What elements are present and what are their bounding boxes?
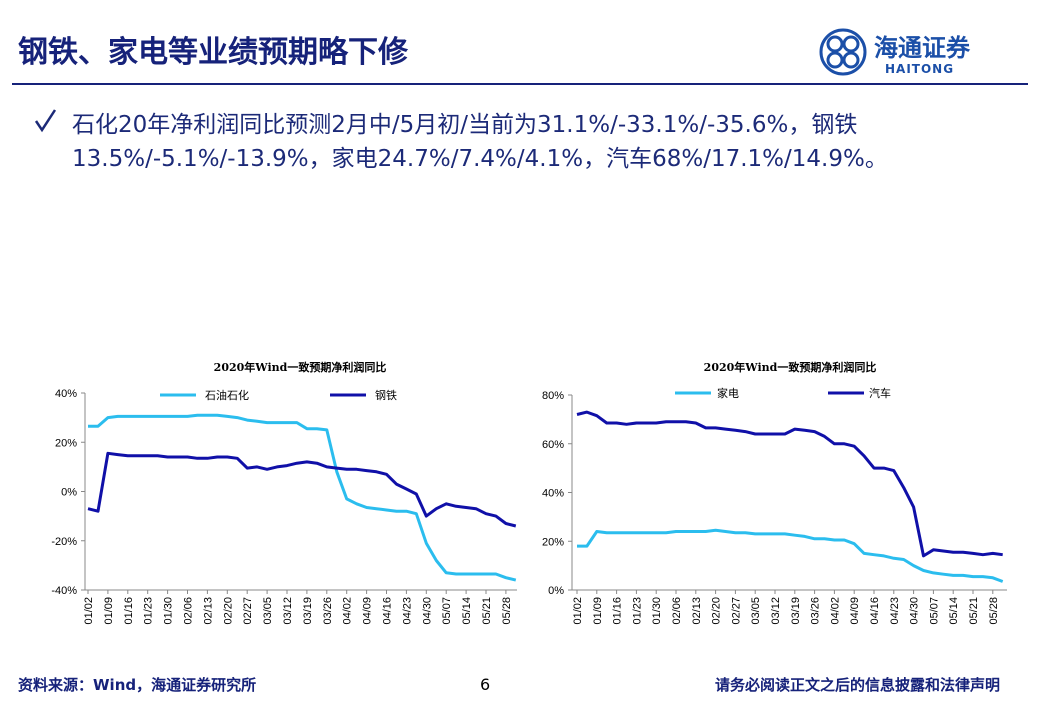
x-tick-label: 05/21: [481, 597, 493, 625]
legend-label: 钢铁: [375, 389, 397, 402]
x-tick-label: 04/02: [829, 597, 841, 625]
x-tick-label: 01/09: [592, 597, 604, 625]
x-tick-label: 02/13: [691, 597, 703, 625]
x-tick-label: 04/16: [869, 597, 881, 625]
x-tick-label: 05/28: [501, 597, 513, 625]
legend-label: 汽车: [869, 386, 891, 400]
y-tick-label: 0%: [548, 585, 564, 597]
logo-ring: [826, 35, 844, 53]
x-tick-label: 02/06: [671, 597, 683, 625]
slide-title: 钢铁、家电等业绩预期略下修: [18, 35, 409, 70]
legend-label: 石油石化: [205, 388, 249, 402]
disclaimer: 请务必阅读正文之后的信息披露和法律声明: [715, 676, 1000, 694]
x-tick-label: 04/09: [849, 597, 861, 625]
logo-ring: [826, 51, 844, 69]
x-tick-label: 04/23: [889, 597, 901, 625]
x-tick-label: 02/20: [222, 597, 234, 625]
y-tick-label: 20%: [55, 437, 77, 449]
logo-en: HAITONG: [885, 62, 954, 76]
x-tick-label: 04/30: [909, 597, 921, 625]
logo: 海通证券 HAITONG: [819, 28, 971, 76]
x-tick-label: 01/30: [163, 597, 175, 625]
x-tick-label: 05/14: [461, 597, 473, 625]
x-tick-label: 05/28: [988, 597, 1000, 625]
y-tick-label: 80%: [542, 390, 564, 402]
x-tick-label: 01/02: [572, 597, 584, 625]
x-tick-label: 03/19: [302, 597, 314, 625]
x-tick-label: 02/13: [202, 597, 214, 625]
x-tick-label: 02/20: [711, 597, 723, 625]
x-tick-label: 05/21: [968, 597, 980, 625]
y-tick-label: 20%: [542, 536, 564, 548]
x-tick-label: 01/23: [143, 597, 155, 625]
y-tick-label: 60%: [542, 439, 564, 451]
logo-ring: [842, 35, 860, 53]
check-icon: [34, 109, 57, 133]
x-tick-label: 04/09: [362, 597, 374, 625]
x-tick-label: 03/05: [262, 597, 274, 625]
series-line: [576, 410, 1003, 558]
bullet-line: 石化20年净利润同比预测2月中/5月初/当前为31.1%/-33.1%/-35.…: [72, 112, 857, 138]
y-tick-label: 40%: [542, 488, 564, 500]
bullet-line: 13.5%/-5.1%/-13.9%，家电24.7%/7.4%/4.1%，汽车6…: [72, 146, 888, 172]
x-tick-label: 05/07: [441, 597, 453, 625]
series-line: [87, 451, 517, 528]
y-tick-label: -40%: [51, 585, 77, 597]
x-tick-label: 03/26: [322, 597, 334, 625]
x-tick-label: 03/05: [750, 597, 762, 625]
legend-label: 家电: [717, 386, 739, 400]
y-tick-label: 40%: [55, 388, 77, 400]
x-tick-label: 01/16: [123, 597, 135, 625]
x-tick-label: 01/16: [612, 597, 624, 625]
x-tick-label: 01/02: [83, 597, 95, 625]
y-tick-label: 0%: [61, 487, 77, 499]
x-tick-label: 03/12: [770, 597, 782, 625]
x-tick-label: 01/30: [651, 597, 663, 625]
x-tick-label: 04/02: [342, 597, 354, 625]
chart-title: 2020年Wind一致预期净利润同比: [704, 360, 877, 374]
source-note: 资料来源：Wind，海通证券研究所: [18, 676, 256, 694]
x-tick-label: 05/14: [948, 597, 960, 625]
x-tick-label: 02/27: [242, 597, 254, 625]
x-tick-label: 03/12: [282, 597, 294, 625]
x-tick-label: 05/07: [928, 597, 940, 625]
y-tick-label: -20%: [51, 536, 77, 548]
x-tick-label: 04/23: [401, 597, 413, 625]
logo-ring: [842, 51, 860, 69]
x-tick-label: 02/06: [183, 597, 195, 625]
x-tick-label: 03/26: [810, 597, 822, 625]
x-tick-label: 04/30: [421, 597, 433, 625]
x-tick-label: 01/09: [103, 597, 115, 625]
page-number: 6: [480, 675, 490, 694]
x-tick-label: 03/19: [790, 597, 802, 625]
series-line: [577, 528, 1004, 583]
x-tick-label: 01/23: [631, 597, 643, 625]
x-tick-label: 04/16: [382, 597, 394, 625]
logo-ring: [819, 28, 867, 76]
series-line: [88, 413, 517, 582]
x-tick-label: 02/27: [730, 597, 742, 625]
charts: 2020年Wind一致预期净利润同比 -40% -20% 0% 20% 40% 01/02 0…: [51, 360, 1007, 625]
chart-title: 2020年Wind一致预期净利润同比: [214, 360, 387, 374]
logo-cn: 海通证券: [874, 34, 971, 62]
